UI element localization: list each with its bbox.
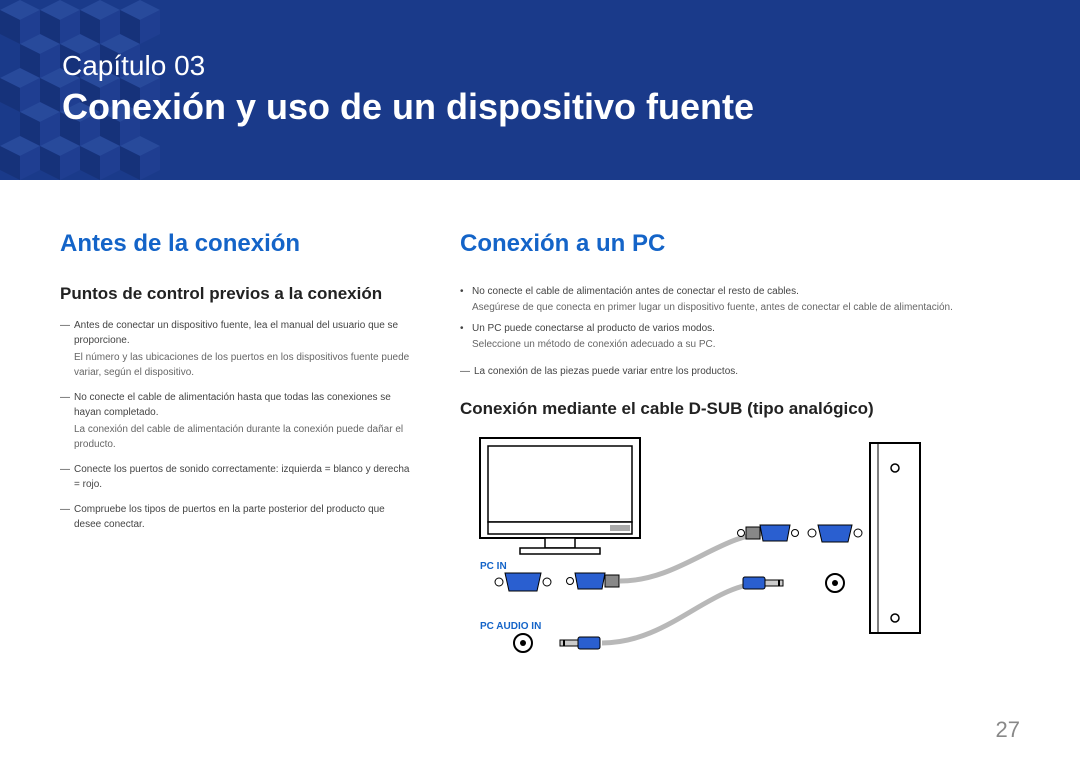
item-main: Compruebe los tipos de puertos en la par… xyxy=(74,504,385,530)
item-main: Conecte los puertos de sonido correctame… xyxy=(74,464,409,490)
dsub-heading: Conexión mediante el cable D-SUB (tipo a… xyxy=(460,399,1020,419)
list-item: Conecte los puertos de sonido correctame… xyxy=(60,462,412,492)
section-before-connection: Antes de la conexión xyxy=(60,230,412,258)
item-main: No conecte el cable de alimentación ante… xyxy=(472,286,799,297)
list-item: Un PC puede conectarse al producto de va… xyxy=(460,321,1020,352)
left-column: Antes de la conexión Puntos de control p… xyxy=(60,230,412,663)
item-sub: Asegúrese de que conecta en primer lugar… xyxy=(472,300,1020,316)
list-item: Compruebe los tipos de puertos en la par… xyxy=(60,502,412,532)
chapter-header: Capítulo 03 Conexión y uso de un disposi… xyxy=(0,0,1080,180)
section-connect-pc: Conexión a un PC xyxy=(460,230,1020,258)
item-main: Un PC puede conectarse al producto de va… xyxy=(472,323,715,334)
item-sub: Seleccione un método de conexión adecuad… xyxy=(472,337,1020,353)
chapter-label: Capítulo 03 xyxy=(62,50,754,82)
pc-bullets: No conecte el cable de alimentación ante… xyxy=(460,284,1020,352)
label-pc-audio-in: PC AUDIO IN xyxy=(480,621,541,632)
connection-diagram: PC IN PC AUDIO IN xyxy=(460,433,1020,663)
label-pc-in: PC IN xyxy=(480,561,507,572)
list-item: Antes de conectar un dispositivo fuente,… xyxy=(60,318,412,380)
right-column: Conexión a un PC No conecte el cable de … xyxy=(460,230,1020,663)
page-number: 27 xyxy=(996,717,1020,743)
list-item: No conecte el cable de alimentación hast… xyxy=(60,390,412,452)
monitor-icon xyxy=(480,438,640,554)
item-sub: El número y las ubicaciones de los puert… xyxy=(74,350,412,380)
chapter-title: Conexión y uso de un dispositivo fuente xyxy=(62,86,754,128)
diagram-svg xyxy=(460,433,1020,663)
audio-cable-icon xyxy=(514,574,844,652)
item-sub: La conexión del cable de alimentación du… xyxy=(74,422,412,452)
pc-tower-icon xyxy=(870,443,920,633)
variation-note: La conexión de las piezas puede variar e… xyxy=(460,366,1020,377)
subsection-control-points: Puntos de control previos a la conexión xyxy=(60,284,412,304)
precheck-list: Antes de conectar un dispositivo fuente,… xyxy=(60,318,412,532)
list-item: No conecte el cable de alimentación ante… xyxy=(460,284,1020,315)
item-main: Antes de conectar un dispositivo fuente,… xyxy=(74,320,398,346)
item-main: No conecte el cable de alimentación hast… xyxy=(74,392,391,418)
page-content: Antes de la conexión Puntos de control p… xyxy=(0,180,1080,663)
